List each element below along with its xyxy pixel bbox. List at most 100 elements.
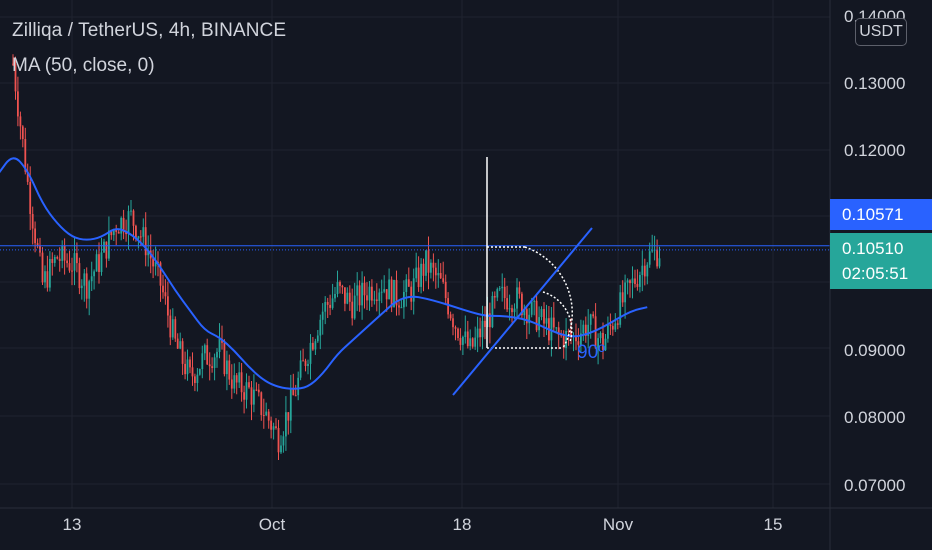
candle-body	[164, 292, 167, 297]
candle-body	[216, 351, 218, 358]
candle-body	[137, 236, 140, 239]
last-price-tag: 0.10510 02:05:51	[830, 233, 932, 289]
time-tick-label: 18	[453, 515, 472, 534]
candle-body	[503, 286, 506, 298]
candle-body	[19, 116, 22, 127]
candle-body	[66, 260, 68, 264]
candle-body	[21, 126, 24, 139]
candle-body	[479, 328, 481, 338]
candle-body	[277, 428, 280, 453]
candle-body	[240, 372, 243, 393]
candle-body	[336, 282, 339, 294]
candle-body	[257, 389, 260, 393]
time-tick-label: 15	[764, 515, 783, 534]
candle-body	[29, 182, 32, 214]
candle-body	[444, 281, 447, 299]
candle-body	[498, 288, 501, 290]
candle-body	[289, 389, 292, 421]
candle-body	[314, 341, 317, 350]
candle-body	[181, 341, 184, 364]
candle-body	[299, 360, 302, 378]
candle-body	[395, 280, 398, 306]
ma-legend[interactable]: MA (50, close, 0)	[12, 55, 155, 76]
price-tick-label: 0.13000	[844, 74, 905, 93]
candle-body	[39, 245, 41, 253]
angle-label: 90º	[577, 342, 605, 363]
candle-body	[226, 360, 228, 375]
candle-body	[127, 211, 130, 235]
candle-body	[565, 331, 567, 349]
candle-body	[356, 285, 359, 296]
candle-body	[358, 285, 361, 306]
candle-body	[552, 317, 555, 328]
candle-body	[538, 317, 540, 331]
candle-body	[375, 299, 378, 301]
candle-body	[624, 282, 626, 303]
candle-body	[130, 210, 132, 212]
trend-line-drawing[interactable]	[452, 227, 593, 396]
candlestick-series	[12, 54, 661, 460]
candle-body	[614, 323, 617, 330]
candle-body	[584, 324, 587, 336]
candle-body	[422, 263, 425, 276]
price-tick-label: 0.08000	[844, 408, 905, 427]
candle-body	[464, 331, 467, 337]
candle-body	[530, 301, 533, 315]
candle-body	[98, 254, 100, 272]
candle-body	[466, 331, 469, 347]
candle-body	[607, 324, 609, 339]
time-axis[interactable]: 13 Oct 18 Nov 15	[0, 507, 932, 550]
candle-body	[403, 292, 405, 308]
candle-body	[238, 372, 241, 383]
candle-body	[329, 304, 331, 308]
candle-body	[648, 251, 651, 265]
candle-body	[400, 307, 403, 309]
candle-body	[105, 241, 108, 259]
currency-button[interactable]: USDT	[855, 18, 907, 46]
candle-body	[280, 445, 282, 453]
candle-body	[626, 280, 629, 283]
candle-body	[521, 293, 523, 316]
candle-body	[211, 366, 213, 368]
candle-body	[599, 332, 602, 339]
candle-body	[184, 363, 186, 375]
candle-body	[302, 360, 304, 362]
ma-price-tag: 0.10571	[830, 199, 932, 230]
candle-body	[535, 300, 538, 331]
candle-body	[265, 411, 268, 416]
candle-body	[462, 336, 464, 345]
candle-body	[144, 227, 147, 256]
candle-body	[260, 392, 263, 415]
candle-body	[380, 291, 383, 293]
candle-body	[56, 257, 59, 259]
candle-body	[285, 412, 287, 437]
candle-body	[71, 270, 73, 272]
price-tick-label: 0.12000	[844, 141, 905, 160]
candle-body	[103, 241, 105, 253]
candle-body	[162, 285, 164, 293]
candle-body	[287, 412, 290, 421]
candle-body	[14, 64, 17, 92]
candle-body	[425, 250, 427, 276]
candle-body	[634, 278, 636, 284]
candle-body	[582, 324, 585, 334]
candle-body	[208, 364, 211, 367]
candle-body	[631, 278, 634, 284]
candle-body	[501, 286, 504, 289]
candle-body	[616, 323, 619, 325]
candle-body	[309, 342, 312, 364]
candle-body	[201, 353, 204, 369]
candle-body	[34, 228, 36, 244]
candle-body	[233, 375, 236, 389]
candle-body	[516, 287, 518, 309]
time-tick-label: 13	[63, 515, 82, 534]
candle-body	[597, 338, 599, 349]
candle-body	[108, 230, 110, 259]
candle-body	[58, 258, 61, 261]
candle-body	[602, 332, 604, 351]
candle-body	[348, 292, 351, 302]
candle-body	[117, 231, 120, 234]
candle-body	[316, 335, 319, 342]
candle-body	[577, 341, 580, 345]
